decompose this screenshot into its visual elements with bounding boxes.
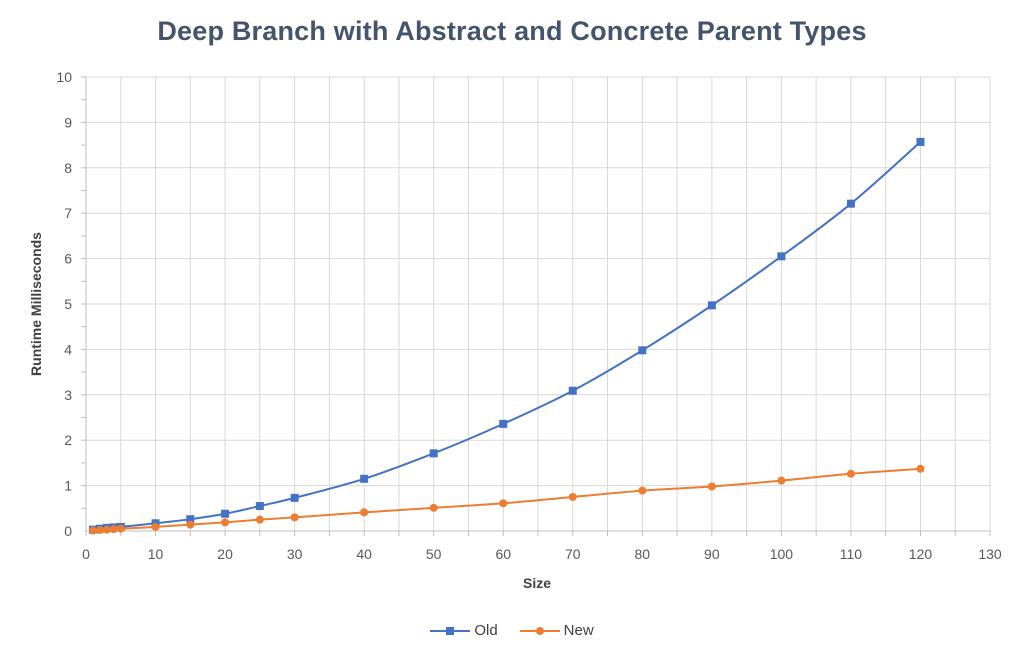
legend-label-new: New bbox=[563, 622, 594, 639]
x-tick-label: 50 bbox=[426, 546, 442, 562]
data-point-old bbox=[916, 137, 925, 146]
x-tick-label: 60 bbox=[495, 546, 511, 562]
legend: Old New bbox=[0, 622, 1024, 639]
data-point-new bbox=[221, 518, 230, 527]
data-point-old bbox=[777, 252, 786, 261]
x-tick-label: 130 bbox=[978, 546, 1002, 562]
data-point-old bbox=[846, 199, 855, 208]
data-point-new bbox=[151, 522, 160, 531]
data-point-old bbox=[707, 301, 716, 310]
y-tick-label: 6 bbox=[64, 251, 72, 267]
data-point-new bbox=[186, 520, 195, 529]
x-tick-label: 120 bbox=[909, 546, 933, 562]
y-tick-label: 0 bbox=[64, 523, 72, 539]
data-point-new bbox=[95, 526, 104, 535]
y-tick-label: 10 bbox=[56, 69, 72, 85]
data-point-new bbox=[109, 525, 118, 534]
y-tick-label: 4 bbox=[64, 341, 72, 357]
x-tick-label: 0 bbox=[82, 546, 90, 562]
legend-label-old: Old bbox=[474, 622, 498, 639]
series-layer bbox=[88, 137, 925, 535]
x-tick-label: 100 bbox=[770, 546, 794, 562]
data-point-old bbox=[221, 509, 230, 518]
data-point-new bbox=[499, 499, 508, 508]
legend-swatch-new bbox=[519, 626, 560, 635]
y-tick-label: 8 bbox=[64, 160, 72, 176]
data-point-new bbox=[916, 464, 925, 473]
data-point-new bbox=[88, 526, 97, 535]
data-point-new bbox=[707, 482, 716, 491]
data-point-old bbox=[290, 493, 299, 502]
data-point-new bbox=[116, 524, 125, 533]
data-point-new bbox=[290, 513, 299, 522]
data-point-old bbox=[429, 449, 438, 458]
axes: 0 10 20 30 40 50 60 70 80 90 100 110 120 130 0 1 2 3 4 5 6 7 8… bbox=[56, 69, 1001, 562]
data-point-new bbox=[429, 503, 438, 512]
x-tick-label: 40 bbox=[356, 546, 372, 562]
x-tick-label: 10 bbox=[148, 546, 164, 562]
data-point-new bbox=[846, 469, 855, 478]
legend-item-new: New bbox=[519, 622, 594, 639]
data-point-old bbox=[499, 419, 508, 428]
series-line-new bbox=[92, 467, 921, 532]
x-tick-label: 30 bbox=[287, 546, 303, 562]
x-tick-label: 80 bbox=[635, 546, 651, 562]
y-tick-label: 2 bbox=[64, 432, 72, 448]
data-point-old bbox=[360, 474, 369, 483]
x-tick-label: 70 bbox=[565, 546, 581, 562]
x-axis-title: Size bbox=[523, 575, 551, 591]
grid-lines bbox=[86, 76, 991, 531]
data-point-new bbox=[255, 515, 264, 524]
data-point-old bbox=[638, 346, 647, 355]
data-point-new bbox=[568, 492, 577, 501]
y-axis-title: Runtime Milliseconds bbox=[28, 232, 44, 376]
data-point-old bbox=[255, 502, 264, 511]
y-tick-label: 3 bbox=[64, 387, 72, 403]
chart-title: Deep Branch with Abstract and Concrete P… bbox=[157, 16, 867, 46]
y-tick-label: 5 bbox=[64, 296, 72, 312]
series-line-old bbox=[92, 141, 922, 531]
y-tick-label: 9 bbox=[64, 114, 72, 130]
legend-swatch-old bbox=[430, 626, 471, 635]
data-point-old bbox=[186, 515, 195, 524]
x-tick-label: 110 bbox=[840, 546, 863, 562]
y-tick-label: 7 bbox=[64, 205, 72, 221]
data-point-new bbox=[638, 486, 647, 495]
data-point-new bbox=[777, 476, 786, 485]
data-point-old bbox=[568, 386, 577, 395]
data-point-new bbox=[102, 525, 111, 534]
y-tick-label: 1 bbox=[64, 478, 72, 494]
x-tick-label: 20 bbox=[217, 546, 233, 562]
legend-item-old: Old bbox=[430, 622, 498, 639]
data-point-new bbox=[360, 508, 369, 517]
x-tick-label: 90 bbox=[704, 546, 720, 562]
